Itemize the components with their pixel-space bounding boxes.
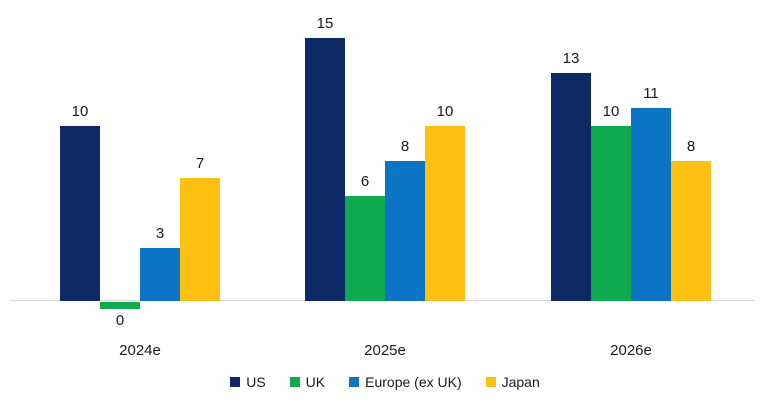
legend-item-japan: Japan <box>485 374 540 390</box>
legend-label: Europe (ex UK) <box>365 374 462 390</box>
legend-label: Japan <box>501 374 540 390</box>
bar-japan-2026e <box>671 161 711 301</box>
bar-uk-2026e <box>591 126 631 301</box>
bar-us-2025e <box>305 38 345 301</box>
legend-item-uk: UK <box>289 374 326 390</box>
value-label-europe-ex-uk-2026e: 11 <box>643 85 659 102</box>
legend: US UK Europe (ex UK) Japan <box>0 374 770 390</box>
bar-japan-2024e <box>180 178 220 301</box>
bar-europe-ex-uk-2024e <box>140 248 180 301</box>
legend-label: US <box>246 374 266 390</box>
bar-europe-ex-uk-2026e <box>631 108 671 301</box>
category-label-2026e: 2026e <box>610 342 652 359</box>
value-label-us-2024e: 10 <box>71 103 89 120</box>
value-label-japan-2025e: 10 <box>436 103 454 120</box>
legend-swatch-icon <box>485 377 496 387</box>
legend-item-us: US <box>230 374 266 390</box>
category-label-2025e: 2025e <box>364 342 406 359</box>
bar-uk-2024e <box>100 302 140 309</box>
value-label-japan-2026e: 8 <box>686 138 696 155</box>
category-label-2024e: 2024e <box>119 342 161 359</box>
bar-uk-2025e <box>345 196 385 301</box>
bar-japan-2025e <box>425 126 465 301</box>
value-label-europe-ex-uk-2025e: 8 <box>400 138 410 155</box>
legend-swatch-icon <box>230 377 241 387</box>
legend-item-europe-ex-uk: Europe (ex UK) <box>349 374 462 390</box>
value-label-europe-ex-uk-2024e: 3 <box>155 225 165 242</box>
legend-swatch-icon <box>289 377 300 387</box>
value-label-uk-2026e: 10 <box>602 103 620 120</box>
legend-swatch-icon <box>349 377 360 387</box>
value-label-us-2025e: 15 <box>316 15 334 32</box>
bar-us-2026e <box>551 73 591 301</box>
bar-europe-ex-uk-2025e <box>385 161 425 301</box>
value-label-japan-2024e: 7 <box>195 155 205 172</box>
value-label-us-2026e: 13 <box>562 50 580 67</box>
value-label-uk-2025e: 6 <box>360 173 370 190</box>
bar-us-2024e <box>60 126 100 301</box>
value-label-uk-2024e: 0 <box>115 312 125 329</box>
legend-label: UK <box>305 374 326 390</box>
